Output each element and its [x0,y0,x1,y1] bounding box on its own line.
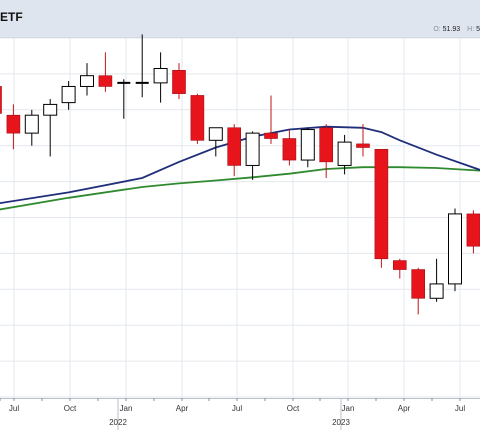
candle-body-down [411,269,426,299]
candle-body-down [466,213,480,247]
x-axis-year-label: 2022 [109,418,127,427]
candle-body-up [245,132,260,166]
candle-body-up [24,114,39,134]
candle-body-down [0,86,2,114]
x-axis-tick-label: Apr [176,404,189,413]
candle-body-down [356,143,370,148]
open-value: 51.93 [442,26,461,33]
candle-body-up [43,103,58,116]
candle-body-up [300,129,315,161]
candle-body-up [61,85,76,104]
x-axis-tick-label: Jul [232,404,242,413]
candle-body-down [172,70,186,94]
candle-body-up [80,75,94,87]
high-value: 5 [476,26,480,33]
candle-body-up [429,283,444,299]
candle-body-down [264,132,278,139]
candle-body-down [98,75,113,87]
candle-body-up [208,127,223,141]
plot-area[interactable] [0,37,480,399]
candle-body-up [337,141,352,166]
chart-title: ETF [0,10,23,24]
x-axis-tick-label: Jul [455,404,465,413]
x-axis-tick-label: Jan [342,404,355,413]
x-axis-tick-label: Oct [287,404,300,413]
x-axis-tick-label: Jan [120,404,133,413]
high-label: H: [467,26,475,33]
candle-body-down [6,114,21,134]
moving-average-slow-line [0,166,480,211]
x-axis-year-label: 2023 [332,418,350,427]
candle-body-down [392,260,407,270]
candle-body-down [227,127,241,166]
x-axis-tick-label: Apr [398,404,411,413]
x-axis-tick-label: Oct [64,404,77,413]
candle-body-down [282,138,297,161]
candle-body-down [374,148,389,260]
x-axis-tick-label: Jul [9,404,19,413]
candle-body-up [448,213,462,285]
open-label: O: [433,26,441,33]
candle-body-down [190,95,205,141]
ohlc-readout: O: 51.93 H: 5 [428,26,480,33]
moving-average-fast-line [0,125,480,205]
candle-body-down [319,127,334,163]
candle-body-up [153,68,168,84]
